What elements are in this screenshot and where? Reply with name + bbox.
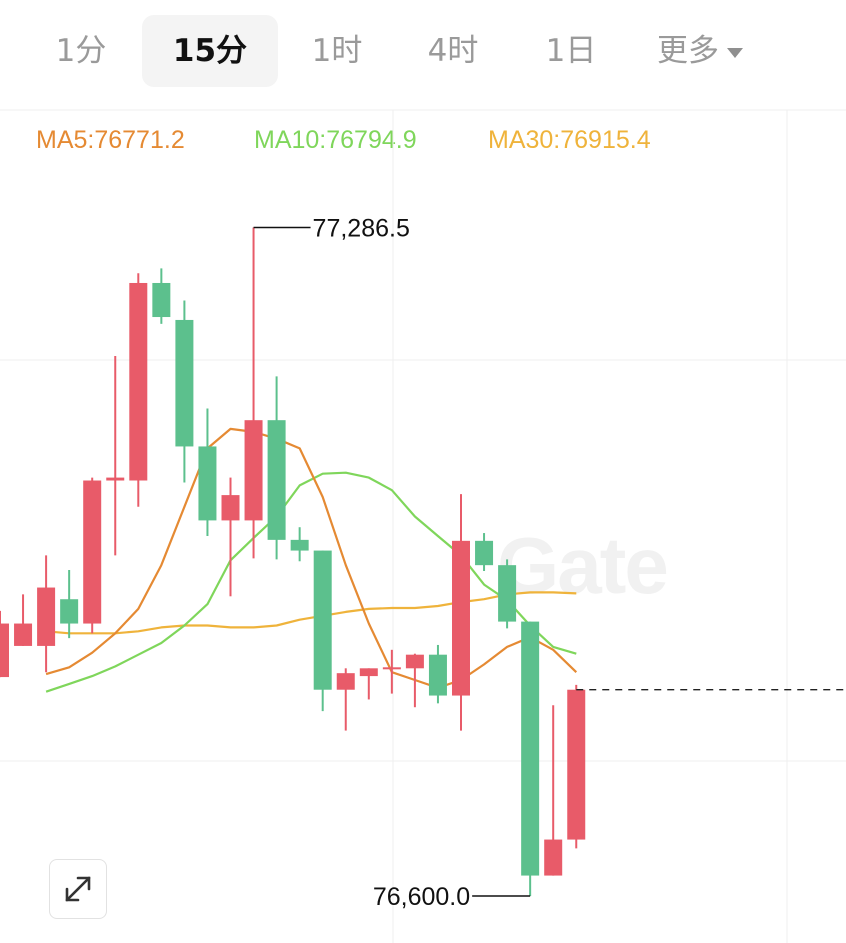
candle-body bbox=[313, 550, 332, 690]
price-annotations: 77,286.5 76,600.0 bbox=[253, 215, 846, 911]
candle-body bbox=[336, 673, 355, 690]
tab-4hour[interactable]: 4时 bbox=[427, 33, 479, 69]
chevron-down-icon bbox=[727, 47, 743, 58]
candle-body bbox=[175, 319, 194, 447]
candle-body bbox=[198, 446, 217, 521]
candle bbox=[0, 610, 9, 678]
ma10-value: MA10:76794.9 bbox=[254, 126, 417, 154]
tab-1day[interactable]: 1日 bbox=[545, 33, 597, 69]
ma30-value: MA30:76915.4 bbox=[488, 126, 651, 154]
ma10-line bbox=[45, 471, 577, 693]
candle-body bbox=[452, 540, 470, 696]
candles bbox=[0, 227, 586, 896]
candle bbox=[267, 376, 286, 560]
candle-body bbox=[567, 689, 586, 840]
candle-body bbox=[267, 420, 286, 540]
candle-body bbox=[428, 654, 447, 696]
expand-icon bbox=[65, 876, 91, 902]
candle-body bbox=[244, 420, 263, 521]
candle-body bbox=[359, 668, 378, 677]
ma5-value: MA5:76771.2 bbox=[36, 126, 185, 154]
candle bbox=[106, 355, 125, 556]
candle bbox=[359, 668, 378, 700]
candle-body bbox=[521, 621, 540, 876]
candle-body bbox=[0, 623, 9, 678]
candle bbox=[544, 705, 563, 876]
tab-1hour[interactable]: 1时 bbox=[311, 33, 363, 69]
tab-15min[interactable]: 15分 bbox=[142, 15, 278, 87]
candle bbox=[244, 227, 263, 559]
candle bbox=[382, 649, 401, 694]
candle bbox=[14, 594, 33, 646]
ma5-line bbox=[45, 427, 578, 689]
candle-body bbox=[221, 495, 240, 521]
candle bbox=[313, 550, 332, 712]
candle-body bbox=[498, 565, 517, 622]
candle bbox=[405, 653, 424, 708]
tab-1min[interactable]: 1分 bbox=[55, 33, 107, 69]
fullscreen-button[interactable] bbox=[49, 859, 107, 919]
candle-body bbox=[405, 654, 424, 669]
candle-body bbox=[83, 480, 102, 624]
timeframe-tabs: 1分 15分 1时 4时 1日 更多 bbox=[0, 0, 846, 104]
candle bbox=[152, 268, 171, 324]
candle bbox=[428, 644, 447, 704]
candle-body bbox=[475, 540, 494, 566]
candle-body bbox=[290, 539, 309, 551]
candle bbox=[60, 570, 79, 639]
candle bbox=[475, 533, 494, 572]
candle bbox=[83, 477, 102, 634]
ma30-line bbox=[46, 591, 577, 635]
candle bbox=[567, 684, 586, 849]
candle bbox=[521, 621, 540, 896]
candle bbox=[498, 559, 517, 629]
candle bbox=[37, 555, 56, 673]
candle bbox=[198, 408, 217, 536]
candle bbox=[336, 668, 355, 731]
candlestick-chart[interactable]: 77,286.5 76,600.0 bbox=[0, 104, 846, 943]
candle bbox=[290, 527, 309, 562]
candle-body bbox=[106, 477, 125, 481]
candle bbox=[221, 477, 240, 597]
candle bbox=[129, 273, 148, 507]
candle-body bbox=[152, 282, 171, 318]
candle bbox=[175, 300, 194, 483]
high-price-label: 77,286.5 bbox=[313, 215, 410, 243]
candle-body bbox=[382, 667, 401, 670]
candle bbox=[452, 494, 470, 731]
candle-body bbox=[37, 587, 56, 646]
candle-body bbox=[544, 839, 563, 876]
low-price-label: 76,600.0 bbox=[373, 883, 470, 911]
tab-more-label: 更多 bbox=[657, 33, 719, 69]
candle-body bbox=[60, 599, 79, 624]
candle-body bbox=[14, 623, 33, 646]
moving-average-lines bbox=[45, 427, 578, 693]
chart-grid bbox=[0, 109, 846, 943]
candle-body bbox=[129, 282, 148, 481]
tab-more[interactable]: 更多 bbox=[640, 15, 760, 87]
watermark-logo: Gate bbox=[497, 521, 669, 610]
